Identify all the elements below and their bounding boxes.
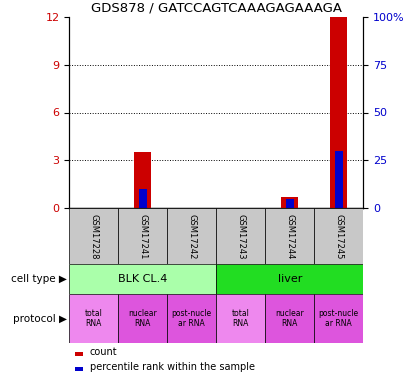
Bar: [167, 208, 216, 264]
Text: GSM17241: GSM17241: [138, 214, 147, 259]
Bar: [69, 208, 118, 264]
Bar: [286, 199, 294, 208]
Text: GSM17242: GSM17242: [187, 214, 196, 259]
Bar: [281, 197, 298, 208]
Text: GSM17228: GSM17228: [89, 213, 98, 259]
Bar: [118, 294, 167, 343]
Text: protocol ▶: protocol ▶: [13, 314, 67, 324]
Bar: [265, 208, 314, 264]
Bar: [330, 17, 347, 208]
Bar: [69, 294, 118, 343]
Text: count: count: [90, 346, 118, 357]
Bar: [216, 208, 265, 264]
Bar: [216, 264, 363, 294]
Text: cell type ▶: cell type ▶: [11, 274, 67, 284]
Text: total
RNA: total RNA: [232, 309, 250, 328]
Text: post-nucle
ar RNA: post-nucle ar RNA: [172, 309, 212, 328]
Bar: [216, 294, 265, 343]
Text: nuclear
RNA: nuclear RNA: [276, 309, 304, 328]
Bar: [335, 151, 343, 208]
Bar: [75, 352, 82, 356]
Text: GSM17245: GSM17245: [334, 214, 343, 259]
Bar: [118, 208, 167, 264]
Text: total
RNA: total RNA: [85, 309, 103, 328]
Text: post-nucle
ar RNA: post-nucle ar RNA: [319, 309, 359, 328]
Text: liver: liver: [278, 274, 302, 284]
Text: GSM17244: GSM17244: [285, 214, 294, 259]
Bar: [265, 294, 314, 343]
Text: GSM17243: GSM17243: [236, 213, 245, 259]
Title: GDS878 / GATCCAGTCAAAGAGAAAGA: GDS878 / GATCCAGTCAAAGAGAAAGA: [91, 2, 342, 14]
Bar: [314, 294, 363, 343]
Bar: [167, 294, 216, 343]
Text: BLK CL.4: BLK CL.4: [118, 274, 168, 284]
Bar: [314, 208, 363, 264]
Bar: [75, 367, 82, 371]
Text: percentile rank within the sample: percentile rank within the sample: [90, 362, 255, 372]
Bar: [139, 189, 147, 208]
Bar: [134, 152, 151, 208]
Bar: [69, 264, 216, 294]
Text: nuclear
RNA: nuclear RNA: [129, 309, 157, 328]
